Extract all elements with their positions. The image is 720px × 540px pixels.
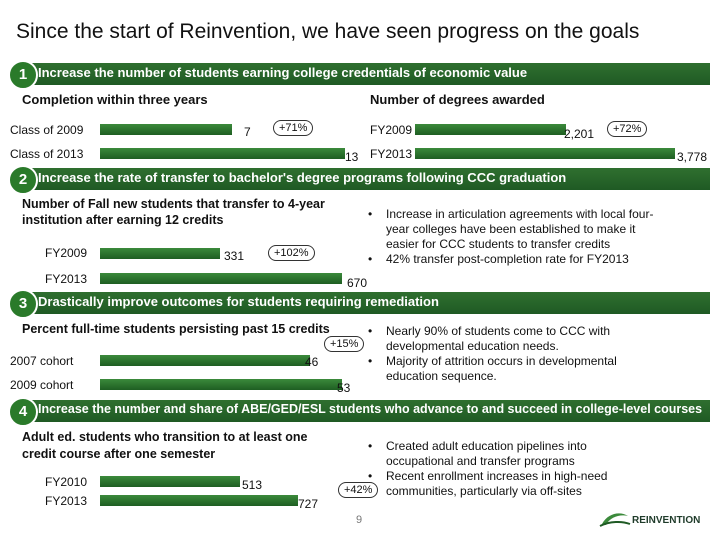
goal-3-bullets: • Nearly 90% of students come to CCC wit… bbox=[364, 324, 694, 384]
goal-1-left-row-label: Class of 2013 bbox=[10, 147, 84, 161]
goal-3-number: 3 bbox=[8, 289, 38, 319]
goal-1-right-row-label: FY2009 bbox=[370, 123, 413, 137]
goal-1-number: 1 bbox=[8, 60, 38, 90]
goal-3-row-label: 2009 cohort bbox=[10, 378, 74, 392]
goal-3-row-label: 2007 cohort bbox=[10, 354, 74, 368]
bar-value-label: 2,201 bbox=[564, 127, 595, 141]
change-badge: +102% bbox=[268, 245, 315, 261]
bar-class-of-2009 bbox=[100, 124, 232, 135]
bar-value-label: 53 bbox=[337, 381, 351, 395]
goal-1-right-row-label: FY2013 bbox=[370, 147, 413, 161]
goal-4-bullets: • Created adult education pipelines into… bbox=[364, 439, 694, 499]
logo-text: REINVENTION bbox=[632, 515, 700, 526]
change-badge: +72% bbox=[607, 121, 648, 137]
goal-3-subtitle: Percent full-time students persisting pa… bbox=[22, 322, 330, 336]
goal-4-row-label: FY2013 bbox=[45, 494, 88, 508]
bar-value-label: 331 bbox=[224, 249, 245, 263]
bar-value-label: 727 bbox=[298, 497, 319, 511]
bar-value-label: 46 bbox=[305, 355, 319, 369]
bullet-item: • Increase in articulation agreements wi… bbox=[368, 207, 654, 251]
goal-2-bullets: • Increase in articulation agreements wi… bbox=[364, 207, 716, 267]
goal-2-row-label: FY2009 bbox=[45, 246, 88, 260]
bullet-item: • Majority of attrition occurs in develo… bbox=[368, 354, 617, 383]
goal-4-number: 4 bbox=[8, 397, 38, 427]
page-number: 9 bbox=[356, 514, 363, 526]
goal-4-header: Increase the number and share of ABE/GED… bbox=[38, 402, 703, 416]
bar-fy2013 bbox=[100, 273, 342, 284]
bar-fy2013 bbox=[415, 148, 675, 159]
bar-fy2010 bbox=[100, 476, 240, 487]
bar-value-label: 513 bbox=[242, 478, 263, 492]
bar-fy2009 bbox=[415, 124, 566, 135]
goal-1-left-row-label: Class of 2009 bbox=[10, 123, 84, 137]
goal-1-right-subtitle: Number of degrees awarded bbox=[370, 92, 545, 107]
goal-2-subtitle: Number of Fall new students that transfe… bbox=[22, 197, 325, 211]
goal-3-banner: 3 Drastically improve outcomes for stude… bbox=[8, 289, 710, 319]
goal-1-left-subtitle: Completion within three years bbox=[22, 92, 208, 107]
page-title: Since the start of Reinvention, we have … bbox=[16, 20, 640, 43]
bar-value-label: 13 bbox=[345, 150, 359, 164]
goal-2-header: Increase the rate of transfer to bachelo… bbox=[38, 170, 567, 185]
goal-4-subtitle: Adult ed. students who transition to at … bbox=[22, 430, 308, 444]
change-badge: +42% bbox=[338, 482, 379, 498]
goal-1-banner: 1 Increase the number of students earnin… bbox=[8, 60, 710, 90]
bullet-item: • Recent enrollment increases in high-ne… bbox=[368, 469, 608, 498]
goal-2-number: 2 bbox=[8, 165, 38, 195]
bullet-item: • Nearly 90% of students come to CCC wit… bbox=[368, 324, 611, 353]
change-badge: +71% bbox=[273, 120, 314, 136]
goal-4-banner: 4 Increase the number and share of ABE/G… bbox=[8, 397, 710, 427]
change-badge: +15% bbox=[324, 336, 365, 352]
bar-value-label: 670 bbox=[347, 276, 368, 290]
bar-value-label: 3,778 bbox=[677, 150, 708, 164]
bar-fy2013 bbox=[100, 495, 298, 506]
goal-3-header: Drastically improve outcomes for student… bbox=[38, 294, 439, 309]
bar-class-of-2013 bbox=[100, 148, 345, 159]
bar-2007-cohort bbox=[100, 355, 310, 366]
bullet-item: • 42% transfer post-completion rate for … bbox=[368, 252, 629, 266]
bar-fy2009 bbox=[100, 248, 220, 259]
goal-4-subtitle: credit course after one semester bbox=[22, 447, 216, 461]
bullet-item: • Created adult education pipelines into… bbox=[368, 439, 587, 468]
goal-4-row-label: FY2010 bbox=[45, 475, 88, 489]
goal-2-row-label: FY2013 bbox=[45, 272, 88, 286]
bar-value-label: 7 bbox=[244, 125, 251, 139]
goal-2-banner: 2 Increase the rate of transfer to bache… bbox=[8, 165, 710, 195]
bar-2009-cohort bbox=[100, 379, 342, 390]
goal-1-header: Increase the number of students earning … bbox=[38, 65, 528, 80]
reinvention-logo: REINVENTION bbox=[598, 507, 708, 529]
goal-2-subtitle: institution after earning 12 credits bbox=[22, 213, 224, 227]
